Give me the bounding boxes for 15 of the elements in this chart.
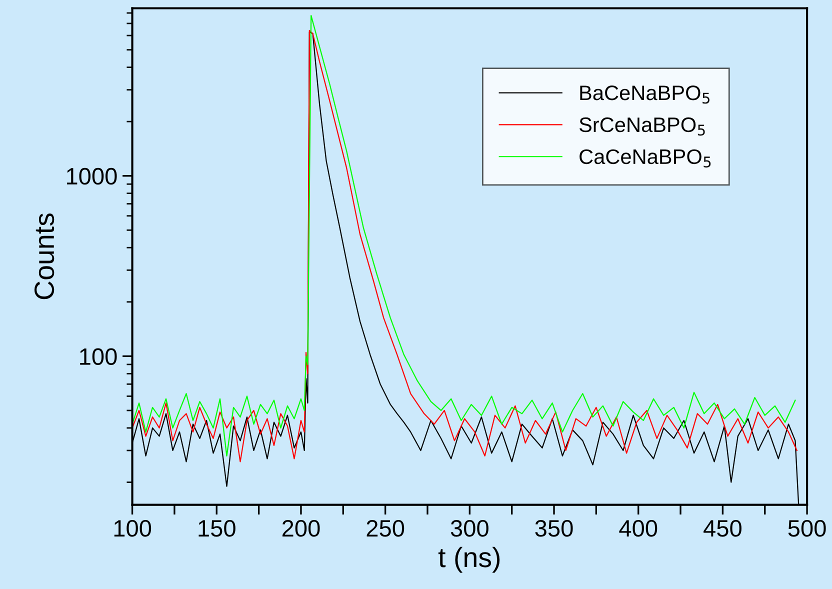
legend-label: BaCeNaBPO$_{5}$ [580,85,710,104]
legend-label: CaCeNaBPO$_{5}$ [580,149,711,168]
x-tick-label: 400 [619,520,658,537]
x-tick-label: 150 [198,520,236,537]
x-tick-label: 200 [282,520,320,537]
x-tick-label: 500 [788,520,826,537]
x-axis-title: t (ns) [438,546,500,573]
x-tick-label: 350 [535,520,573,537]
x-tick-label: 250 [366,520,404,537]
y-axis-title: Counts [34,214,54,300]
y-tick-label: 1000 [66,168,117,185]
x-tick-label: 450 [704,520,742,537]
x-tick-label: 300 [450,520,488,537]
x-tick-label: 100 [114,520,152,537]
legend-label: SrCeNaBPO$_{5}$ [579,117,705,136]
